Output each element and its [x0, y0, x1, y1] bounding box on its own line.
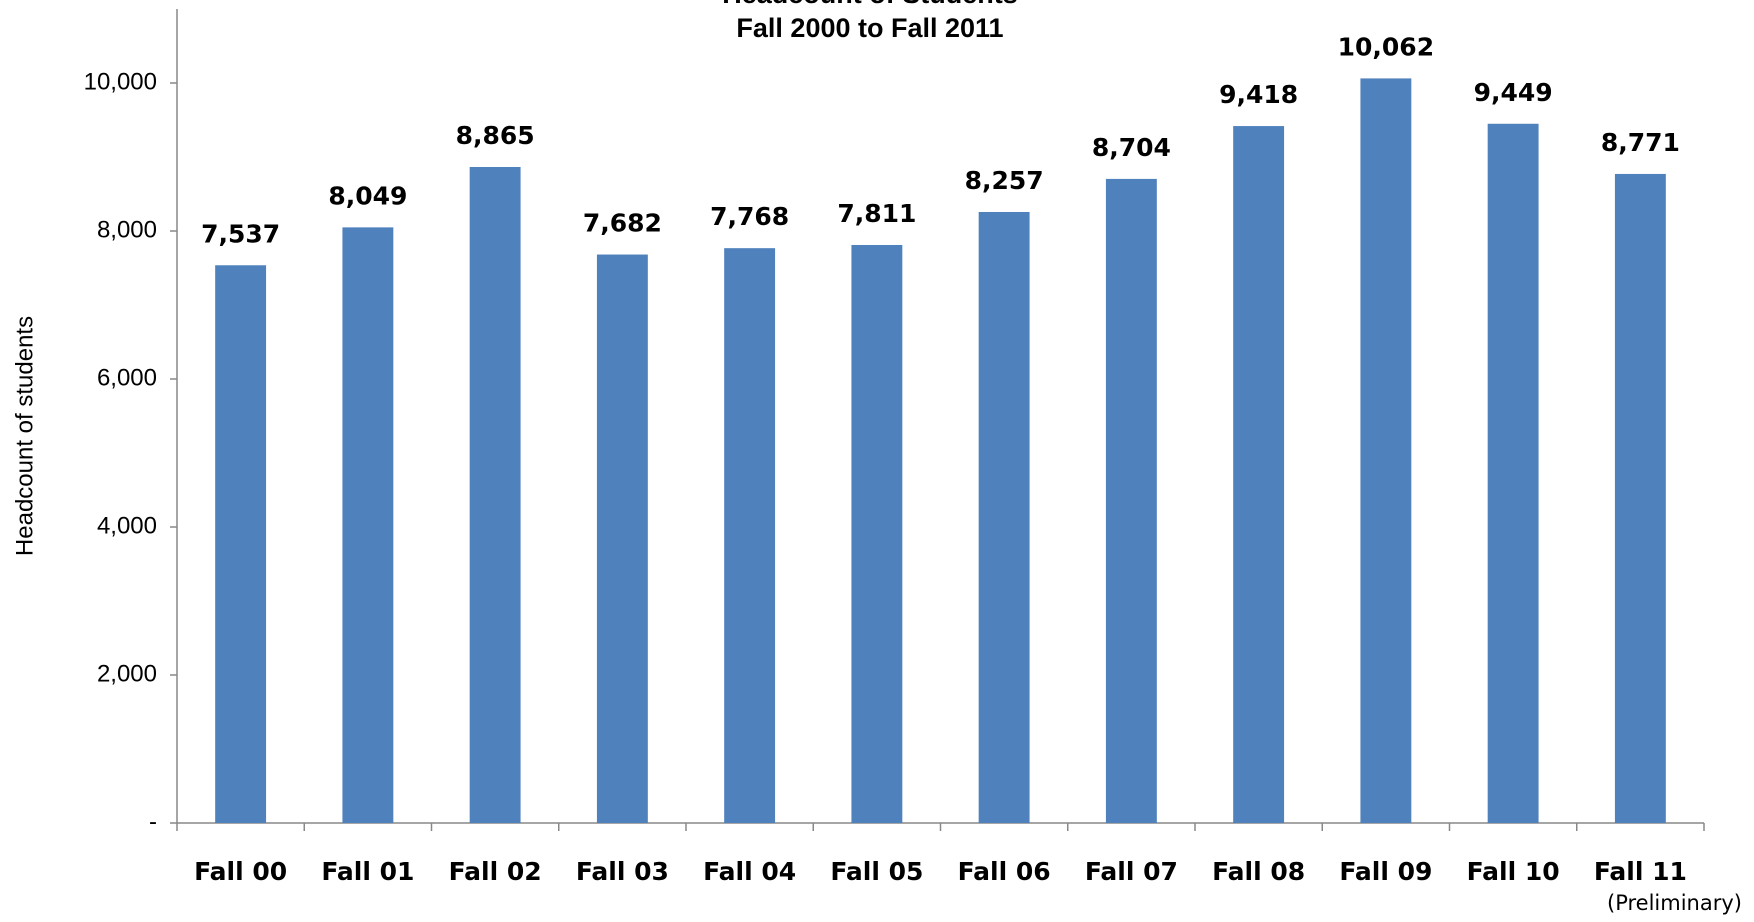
- x-tick-label: Fall 05: [830, 857, 923, 886]
- value-label: 8,049: [328, 181, 407, 210]
- bar: [215, 265, 267, 824]
- y-tick-label: 10,000: [84, 68, 157, 95]
- value-label: 7,811: [837, 199, 916, 228]
- y-tick-label: 2,000: [97, 660, 157, 687]
- x-tick-label: Fall 07: [1085, 857, 1178, 886]
- x-tick-label: Fall 02: [449, 857, 542, 886]
- value-label: 7,768: [710, 202, 789, 231]
- bar: [1614, 173, 1666, 824]
- bar: [596, 254, 648, 824]
- value-label: 7,682: [583, 209, 662, 238]
- value-label: 7,537: [201, 219, 280, 248]
- x-tick-label: Fall 00: [194, 857, 287, 886]
- bar: [1105, 178, 1157, 824]
- bar: [978, 211, 1030, 823]
- bar: [1233, 126, 1285, 824]
- annotation: (Preliminary): [1607, 891, 1742, 915]
- bar: [724, 248, 776, 824]
- x-tick-label: Fall 10: [1467, 857, 1560, 886]
- value-label: 10,062: [1338, 32, 1434, 61]
- x-tick-label: Fall 11: [1594, 857, 1687, 886]
- chart-title: Headcount of Students: [722, 0, 1018, 9]
- y-tick-label: 6,000: [97, 364, 157, 391]
- value-label: 8,865: [456, 121, 535, 150]
- y-tick-label: 8,000: [97, 216, 157, 243]
- x-tick-label: Fall 09: [1339, 857, 1432, 886]
- bar: [342, 227, 394, 823]
- y-tick-label: -: [149, 808, 157, 835]
- x-tick-label: Fall 04: [703, 857, 796, 886]
- y-tick-label: 4,000: [97, 512, 157, 539]
- bar: [1360, 78, 1412, 824]
- chart-subtitle: Fall 2000 to Fall 2011: [736, 13, 1003, 43]
- x-tick-label: Fall 06: [958, 857, 1051, 886]
- x-tick-label: Fall 08: [1212, 857, 1305, 886]
- x-tick-label: Fall 03: [576, 857, 669, 886]
- bar: [851, 244, 903, 824]
- x-tick-label: Fall 01: [321, 857, 414, 886]
- value-label: 8,257: [965, 166, 1044, 195]
- y-axis-label: Headcount of students: [11, 316, 38, 556]
- bar: [469, 166, 521, 824]
- value-label: 9,449: [1474, 78, 1553, 107]
- bar: [1487, 123, 1539, 824]
- value-label: 8,771: [1601, 128, 1680, 157]
- value-label: 9,418: [1219, 80, 1298, 109]
- value-label: 8,704: [1092, 133, 1171, 162]
